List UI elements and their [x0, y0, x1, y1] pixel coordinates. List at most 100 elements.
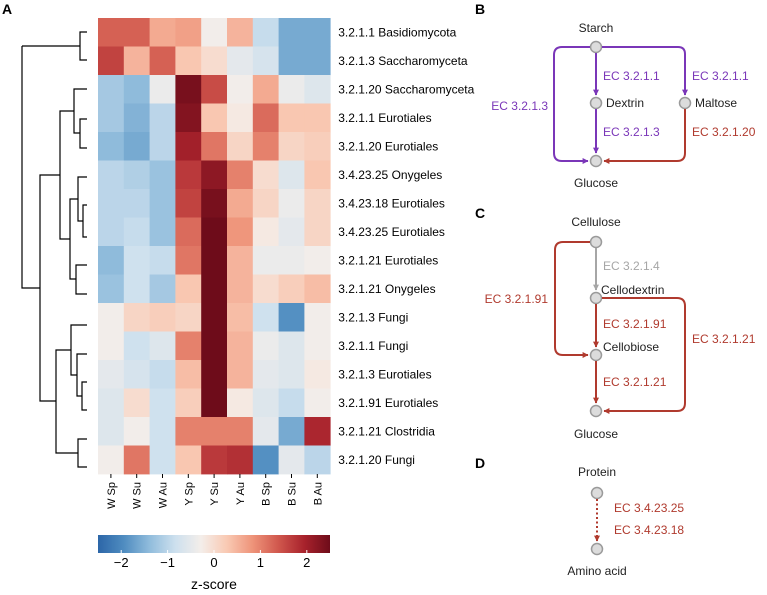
heatmap-cell — [98, 274, 125, 304]
heatmap-cell — [252, 417, 279, 446]
heatmap-cell — [123, 303, 150, 332]
heatmap-cell — [175, 331, 202, 361]
node-maltose-label: Maltose — [695, 96, 737, 110]
heatmap-cell — [175, 246, 202, 275]
node-cellobiose — [589, 348, 603, 362]
ec-cellodextrin-glucose: EC 3.2.1.21 — [692, 332, 756, 346]
heatmap-cell — [123, 445, 150, 475]
heatmap-row-label: 3.2.1.20 Saccharomyceta — [338, 82, 474, 96]
heatmap-cell — [201, 160, 228, 190]
ec-dextrin-glucose: EC 3.2.1.3 — [603, 125, 660, 139]
heatmap-cell — [252, 360, 279, 389]
heatmap-cell — [123, 388, 150, 418]
heatmap-cell — [175, 160, 202, 190]
heatmap-cell — [201, 246, 228, 275]
dendro-link — [79, 118, 87, 149]
heatmap-cell — [227, 103, 254, 133]
heatmap-cell — [201, 189, 228, 218]
ec-cellobiose-glucose: EC 3.2.1.21 — [603, 375, 667, 389]
row-dendrogram — [21, 31, 87, 468]
heatmap-cell — [175, 75, 202, 104]
node-cellodextrin-label: Cellodextrin — [601, 283, 664, 297]
heatmap-cell — [149, 388, 176, 418]
heatmap-row-label: 3.2.1.1 Fungi — [338, 339, 408, 353]
heatmap-column-label: B Su — [287, 482, 299, 506]
heatmap-cell — [123, 46, 150, 76]
heatmap-cell — [227, 388, 254, 418]
heatmap-cell — [98, 360, 125, 389]
heatmap-cell — [278, 303, 305, 332]
node-maltose — [678, 96, 692, 110]
node-cellobiose-label: Cellobiose — [603, 340, 659, 354]
heatmap-column-label: B Sp — [261, 482, 273, 506]
heatmap-cell — [123, 217, 150, 247]
heatmap-cell — [227, 132, 254, 161]
dendro-link — [55, 349, 78, 454]
heatmap-row-label: 3.4.23.25 Onygeles — [338, 168, 442, 182]
node-protein — [590, 486, 604, 500]
heatmap-cells — [98, 18, 331, 475]
panel-d-protein-pathway: Protein Amino acid EC 3.4.23.25 EC 3.4.2… — [567, 465, 684, 578]
heatmap-cell — [227, 189, 254, 218]
panel-a-label: A — [2, 1, 12, 17]
heatmap-cell — [252, 246, 279, 275]
heatmap-cell — [175, 46, 202, 76]
heatmap-cell — [98, 132, 125, 161]
heatmap-cell — [304, 445, 331, 475]
heatmap-cell — [201, 46, 228, 76]
heatmap-cell — [227, 217, 254, 247]
heatmap-row-label: 3.2.1.1 Basidiomycota — [338, 25, 456, 39]
dendro-link — [81, 381, 87, 411]
heatmap-cell — [304, 274, 331, 304]
heatmap-cell — [227, 417, 254, 446]
heatmap-cell — [201, 18, 228, 47]
heatmap-column-label: W Sp — [106, 482, 118, 509]
ec-cellodextrin-cellobiose: EC 3.2.1.91 — [603, 317, 667, 331]
heatmap-column-label: Y Au — [235, 482, 247, 505]
heatmap-cell — [123, 18, 150, 47]
heatmap-cell — [278, 360, 305, 389]
heatmap-cell — [98, 189, 125, 218]
heatmap-cell — [123, 246, 150, 275]
panel-b-starch-pathway: Starch Dextrin Maltose Glucose EC 3.2.1.… — [491, 21, 755, 190]
colorbar-tick-label: 1 — [257, 555, 264, 570]
heatmap-cell — [201, 217, 228, 247]
node-amino-acid — [590, 542, 604, 556]
heatmap-cell — [227, 75, 254, 104]
heatmap-cell — [175, 360, 202, 389]
node-dextrin — [589, 96, 603, 110]
colorbar-tick-label: −2 — [114, 555, 129, 570]
heatmap-cell — [123, 417, 150, 446]
heatmap-cell — [123, 160, 150, 190]
heatmap-row-label: 3.2.1.3 Saccharomyceta — [338, 54, 468, 68]
node-cellulose-label: Cellulose — [571, 215, 621, 229]
ec-starch-glucose: EC 3.2.1.3 — [491, 99, 548, 113]
heatmap-cell — [278, 217, 305, 247]
heatmap-cell — [98, 103, 125, 133]
heatmap-row-label: 3.2.1.20 Fungi — [338, 453, 415, 467]
heatmap-cell — [149, 360, 176, 389]
node-amino-acid-label: Amino acid — [567, 564, 626, 578]
heatmap-cell — [123, 103, 150, 133]
node-cellulose — [589, 235, 603, 249]
heatmap-cell — [227, 445, 254, 475]
heatmap-cell — [278, 103, 305, 133]
heatmap-cell — [252, 132, 279, 161]
heatmap-cell — [98, 160, 125, 190]
arrow-starch-glucose — [553, 46, 590, 164]
heatmap-row-label: 3.2.1.21 Eurotiales — [338, 253, 438, 267]
heatmap-row-label: 3.2.1.91 Eurotiales — [338, 396, 438, 410]
heatmap-cell — [123, 360, 150, 389]
heatmap-cell — [201, 132, 228, 161]
heatmap-cell — [304, 103, 331, 133]
heatmap-cell — [227, 246, 254, 275]
heatmap-cell — [278, 417, 305, 446]
dendro-link — [75, 264, 87, 295]
heatmap-row-label: 3.2.1.3 Eurotiales — [338, 367, 431, 381]
heatmap-cell — [252, 331, 279, 361]
heatmap-cell — [278, 274, 305, 304]
heatmap-cell — [304, 388, 331, 418]
heatmap-cell — [149, 18, 176, 47]
panel-b-label: B — [475, 1, 485, 17]
heatmap-cell — [252, 189, 279, 218]
